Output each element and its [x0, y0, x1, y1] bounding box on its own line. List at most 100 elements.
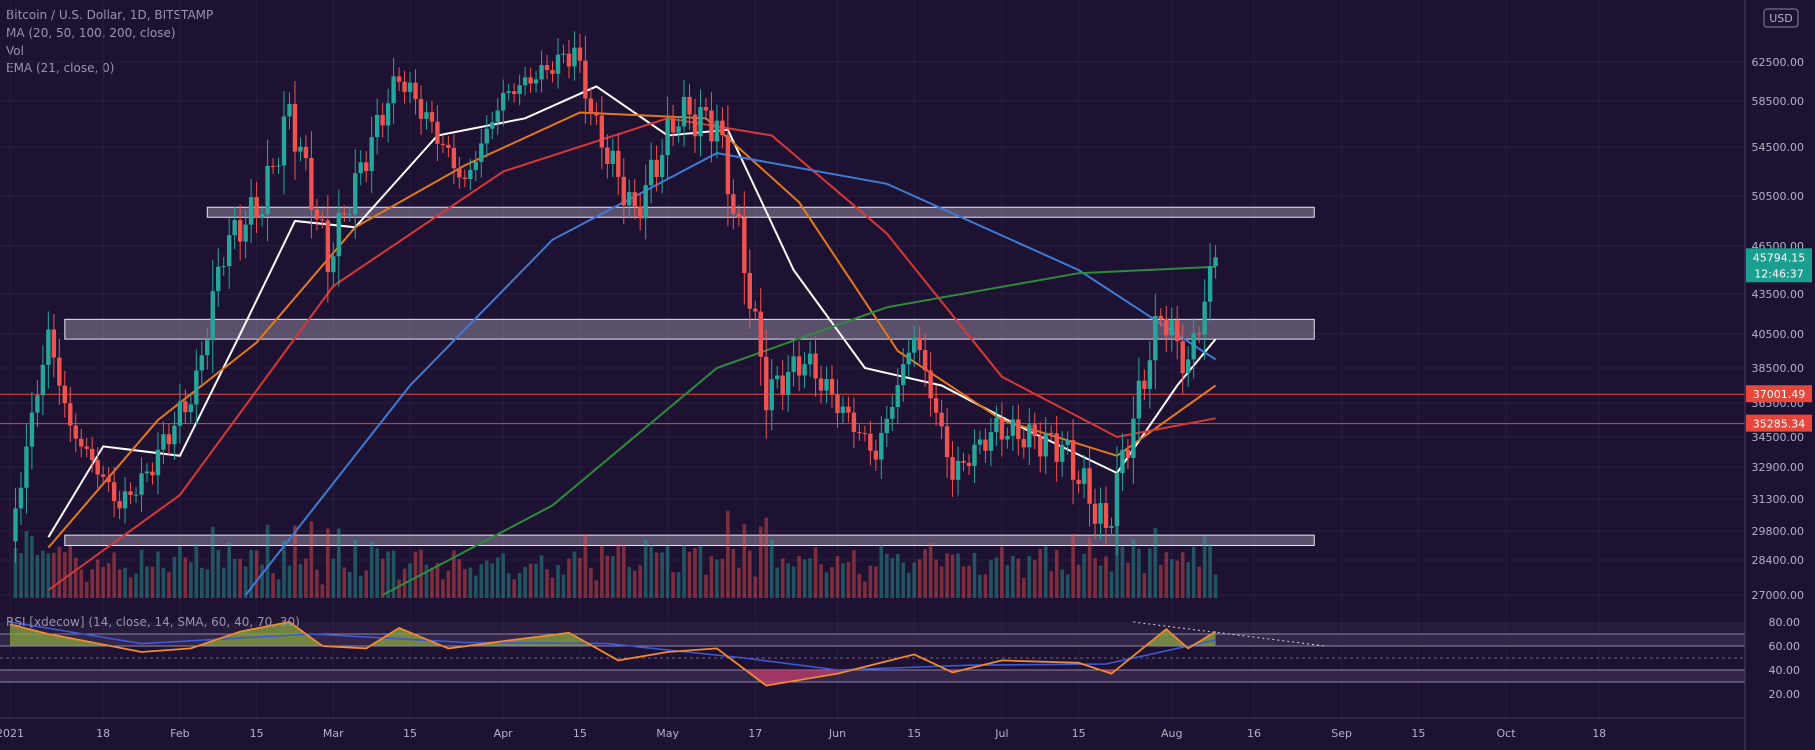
- price-badge: [1746, 248, 1812, 283]
- volume-bar: [989, 559, 993, 598]
- candle-body: [1196, 333, 1202, 335]
- candle-body: [517, 85, 522, 95]
- candle-body: [199, 355, 204, 371]
- candle-body: [1010, 419, 1016, 436]
- volume-bar: [835, 556, 840, 598]
- sr-zone: [206, 206, 1315, 218]
- time-tick-label: 15: [250, 727, 264, 740]
- volume-bar: [13, 547, 18, 598]
- volume-bar: [468, 567, 473, 598]
- volume-bar: [1076, 564, 1081, 598]
- volume-bar: [364, 570, 368, 598]
- price-tick-label: 28400.00: [1752, 554, 1805, 567]
- candle-body: [139, 473, 144, 495]
- candle-body: [501, 92, 506, 111]
- candle-body: [840, 406, 846, 414]
- rsi-tick-label: 20.00: [1769, 688, 1801, 701]
- candle-body: [95, 460, 100, 475]
- rsi-pane: [0, 621, 1745, 687]
- legend-ma: MA (20, 50, 100, 200, close): [6, 26, 176, 40]
- candle-body: [939, 412, 944, 427]
- candle-body: [884, 418, 889, 434]
- volume-bar: [1164, 552, 1169, 598]
- candle-body: [511, 91, 517, 95]
- ma-line: [47, 111, 1217, 549]
- volume-bar: [928, 543, 933, 598]
- candle-body: [46, 329, 51, 365]
- candle-body: [610, 150, 615, 164]
- volume-bar: [600, 545, 604, 598]
- volume-bar: [183, 557, 188, 598]
- volume-bar: [84, 581, 89, 598]
- volume-bar: [961, 566, 966, 598]
- currency-button[interactable]: USD: [1763, 8, 1799, 28]
- candle-body: [1070, 440, 1076, 480]
- volume-bar: [567, 558, 571, 598]
- volume-bar: [1180, 552, 1185, 598]
- rsi-label: RSI [xdecow] (14, close, 14, SMA, 60, 40…: [6, 615, 300, 629]
- candle-body: [353, 173, 358, 215]
- candle-body: [161, 434, 166, 450]
- volume-bar: [676, 572, 681, 598]
- candle-body: [495, 110, 500, 123]
- volume-bar: [441, 579, 445, 598]
- candle-body: [648, 159, 654, 186]
- volume-bars: [13, 510, 1218, 598]
- volume-bar: [1137, 548, 1141, 598]
- candle-body: [166, 434, 172, 445]
- volume-bar: [1120, 546, 1125, 598]
- candle-body: [665, 118, 670, 156]
- volume-bar: [627, 566, 632, 598]
- volume-bar: [106, 563, 111, 598]
- volume-bar: [331, 558, 336, 598]
- price-badge-value: 37001.49: [1753, 388, 1806, 401]
- volume-bar: [506, 573, 511, 598]
- volume-bar: [726, 510, 730, 598]
- volume-bar: [375, 548, 379, 598]
- time-tick-label: 2021: [0, 727, 24, 740]
- price-axis-bg: [1745, 0, 1815, 750]
- volume-bar: [1011, 555, 1015, 598]
- volume-bar: [1016, 558, 1021, 598]
- volume-bar: [906, 572, 911, 598]
- time-tick-label: 15: [907, 727, 921, 740]
- volume-bar: [764, 517, 769, 598]
- candle-body: [1092, 503, 1098, 524]
- price-tick-label: 32900.00: [1752, 461, 1805, 474]
- candle-body: [1147, 360, 1153, 389]
- volume-bar: [95, 559, 100, 598]
- volume-bar: [824, 572, 829, 598]
- volume-bar: [819, 564, 823, 598]
- rsi-overbought-fill: [10, 622, 1216, 646]
- volume-bar: [720, 558, 725, 598]
- candle-body: [966, 462, 972, 466]
- time-tick-label: Apr: [494, 727, 514, 740]
- volume-bar: [852, 550, 856, 598]
- volume-bar: [994, 557, 999, 598]
- volume-bar: [841, 563, 845, 598]
- volume-bar: [501, 553, 505, 598]
- candle-body: [1186, 359, 1191, 374]
- candle-body: [35, 395, 40, 413]
- volume-bar: [216, 549, 221, 598]
- candle-body: [599, 115, 605, 148]
- candle-body: [917, 337, 922, 351]
- volume-bar: [693, 548, 697, 598]
- candle-body: [692, 114, 698, 137]
- volume-bar: [654, 552, 659, 598]
- time-tick-label: Oct: [1497, 727, 1517, 740]
- volume-bar: [742, 524, 747, 598]
- candle-body: [846, 406, 851, 413]
- volume-bar: [19, 553, 23, 598]
- candle-body: [627, 192, 632, 206]
- volume-bar: [101, 566, 105, 598]
- candle-body: [829, 379, 835, 395]
- volume-bar: [276, 579, 281, 598]
- volume-bar: [753, 576, 758, 598]
- candle-body: [566, 53, 572, 67]
- candle-body: [676, 126, 681, 133]
- candle-body: [216, 266, 221, 292]
- candle-body: [144, 471, 150, 474]
- volume-bar: [621, 545, 626, 598]
